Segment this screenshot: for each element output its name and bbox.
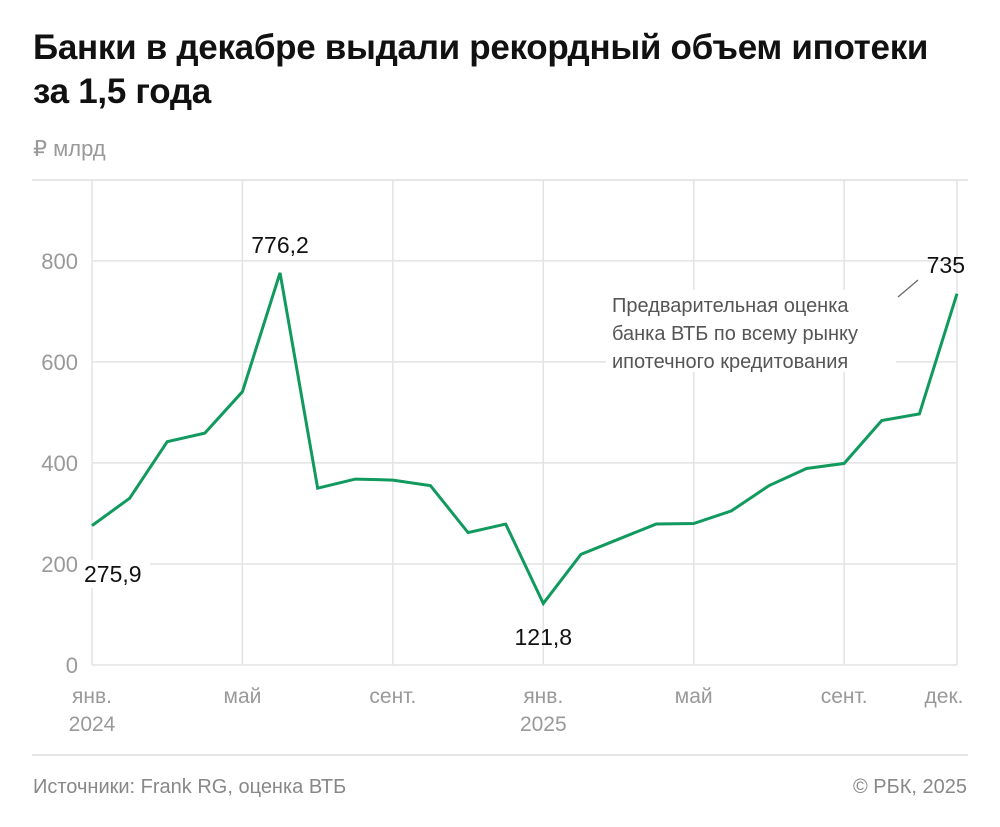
y-tick-label: 600 — [41, 350, 78, 375]
x-tick-label: дек. — [925, 685, 964, 708]
x-tick-label: май — [224, 685, 262, 708]
data-label: 776,2 — [251, 232, 309, 258]
source-note: Источники: Frank RG, оценка ВТБ — [33, 776, 347, 798]
data-label: 121,8 — [515, 624, 573, 650]
y-tick-label: 200 — [41, 552, 78, 577]
y-unit-label: ₽ млрд — [33, 136, 106, 161]
y-tick-label: 0 — [66, 653, 78, 678]
page-title: Банки в декабре выдали рекордный объем и… — [33, 28, 929, 111]
x-tick-label: сент. — [369, 685, 416, 708]
data-line — [91, 272, 959, 607]
annotation-text: банка ВТБ по всему рынку — [612, 323, 858, 345]
x-tick-year: 2025 — [520, 713, 567, 736]
annotation-leader — [897, 279, 919, 298]
y-tick-label: 800 — [41, 249, 78, 274]
x-tick-label: май — [675, 685, 713, 708]
data-label: 275,9 — [84, 561, 142, 587]
annotation-bg — [606, 290, 896, 372]
annotation-text: Предварительная оценка — [612, 295, 849, 317]
data-label: 735 — [927, 252, 965, 278]
copyright: © РБК, 2025 — [852, 776, 967, 798]
x-tick-label: сент. — [821, 685, 868, 708]
y-tick-label: 400 — [41, 451, 78, 476]
x-tick-label: янв. — [523, 685, 563, 708]
annotation-text: ипотечного кредитования — [612, 351, 848, 373]
x-tick-year: 2024 — [69, 713, 116, 736]
data-label-bg — [84, 560, 150, 588]
x-tick-label: янв. — [72, 685, 112, 708]
